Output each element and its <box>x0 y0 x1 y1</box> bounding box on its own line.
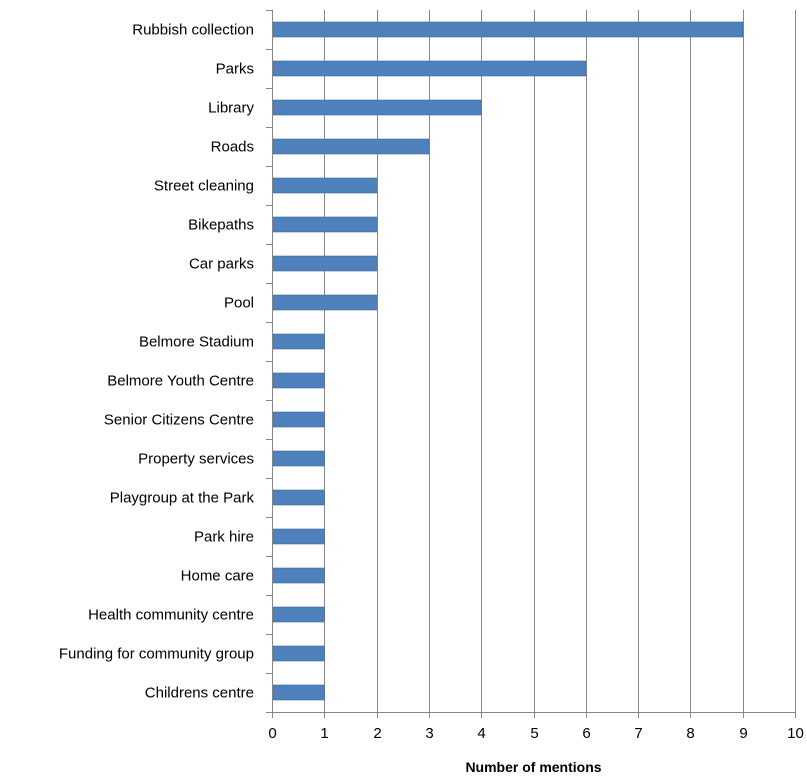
bar-playgroup-at-the-park <box>272 489 325 506</box>
x-axis-title: Number of mentions <box>465 759 601 775</box>
x-tick-label: 0 <box>268 725 276 742</box>
bar-childrens-centre <box>272 684 325 701</box>
category-label: Belmore Youth Centre <box>107 373 254 390</box>
category-labels: Rubbish collection Parks Library Roads Stree… <box>59 22 255 702</box>
category-label: Pool <box>224 295 254 312</box>
x-tick-labels: 0 1 2 3 4 5 6 7 8 9 10 <box>268 725 804 742</box>
bar-funding-for-community-group <box>272 645 325 662</box>
x-tick-label: 3 <box>425 725 433 742</box>
bar-bikepaths <box>272 216 377 233</box>
x-tick-label: 7 <box>634 725 642 742</box>
x-tick-label: 8 <box>686 725 694 742</box>
bar-parks <box>272 60 587 77</box>
bar-senior-citizens-centre <box>272 411 325 428</box>
category-label: Rubbish collection <box>132 22 254 39</box>
bar-library <box>272 99 482 116</box>
x-tick-label: 2 <box>373 725 381 742</box>
category-label: Funding for community group <box>59 646 254 663</box>
category-label: Bikepaths <box>188 217 254 234</box>
bars <box>272 21 744 701</box>
bar-health-community-centre <box>272 606 325 623</box>
axes <box>272 10 796 713</box>
category-label: Parks <box>216 61 254 78</box>
category-label: Health community centre <box>88 607 254 624</box>
category-label: Playgroup at the Park <box>110 490 255 507</box>
x-tick-label: 5 <box>530 725 538 742</box>
category-label: Street cleaning <box>154 178 254 195</box>
bar-home-care <box>272 567 325 584</box>
bar-roads <box>272 138 430 155</box>
category-label: Belmore Stadium <box>139 334 254 351</box>
x-tick-label: 10 <box>787 725 804 742</box>
bar-rubbish-collection <box>272 21 744 38</box>
bar-street-cleaning <box>272 177 377 194</box>
bar-pool <box>272 294 377 311</box>
category-label: Library <box>208 100 254 117</box>
category-label: Roads <box>211 139 254 156</box>
x-tick-label: 1 <box>320 725 328 742</box>
bar-property-services <box>272 450 325 467</box>
bar-belmore-stadium <box>272 333 325 350</box>
category-label: Home care <box>181 568 254 585</box>
bar-park-hire <box>272 528 325 545</box>
category-label: Senior Citizens Centre <box>104 412 254 429</box>
x-tick-label: 4 <box>477 725 485 742</box>
category-label: Car parks <box>189 256 254 273</box>
x-tick-label: 9 <box>739 725 747 742</box>
category-label: Childrens centre <box>145 685 254 702</box>
category-label: Park hire <box>194 529 254 546</box>
category-label: Property services <box>138 451 254 468</box>
gridlines <box>266 10 796 718</box>
x-tick-label: 6 <box>582 725 590 742</box>
bar-car-parks <box>272 255 377 272</box>
bar-belmore-youth-centre <box>272 372 325 389</box>
